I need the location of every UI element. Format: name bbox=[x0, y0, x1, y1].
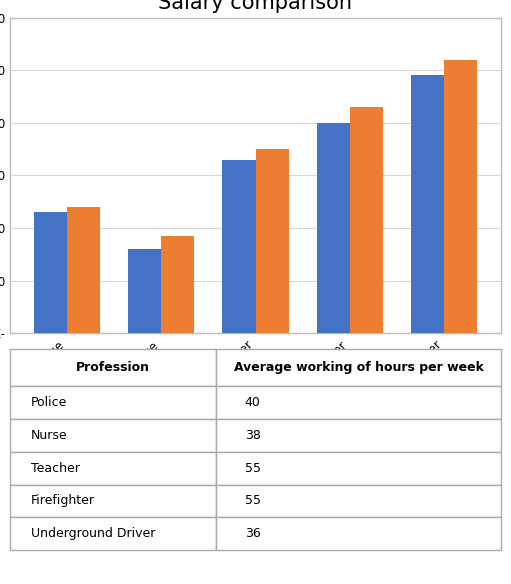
Bar bbox=[34, 212, 67, 333]
Bar bbox=[67, 207, 100, 333]
Bar bbox=[128, 249, 161, 333]
Title: Salary comparison: Salary comparison bbox=[158, 0, 353, 13]
Bar bbox=[256, 149, 289, 333]
Bar bbox=[317, 123, 350, 333]
Bar bbox=[350, 107, 383, 333]
Bar bbox=[222, 159, 256, 333]
Bar bbox=[444, 60, 477, 333]
Bar bbox=[411, 75, 444, 333]
Bar bbox=[161, 236, 194, 333]
Legend: Salary When Started, Salary after three years: Salary When Started, Salary after three … bbox=[16, 437, 338, 460]
